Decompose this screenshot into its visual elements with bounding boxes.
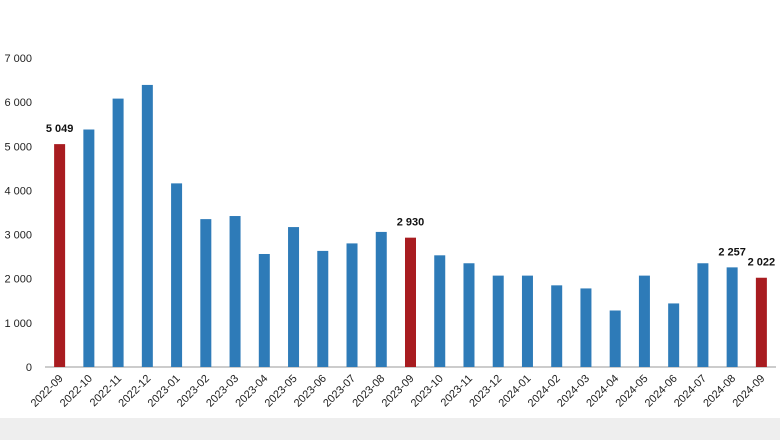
y-tick-label: 4 000	[4, 185, 32, 197]
bar-2023-04	[258, 253, 270, 367]
bar-2022-11	[112, 98, 124, 368]
bar-2023-02	[200, 219, 212, 367]
bar-2024-01	[521, 275, 533, 367]
bar-2023-08	[375, 231, 387, 367]
y-tick-label: 6 000	[4, 97, 32, 109]
bar-2024-09	[755, 277, 767, 367]
x-axis-ticks: 2022-092022-102022-112022-122023-012023-…	[29, 373, 768, 410]
bar-2023-06	[317, 250, 329, 367]
y-axis-ticks: 0 1 000 2 000 3 000 4 000 5 000 6 000 7 000	[4, 53, 32, 374]
bar-2023-10	[434, 255, 446, 367]
bar-2022-10	[83, 129, 95, 367]
bar-2023-09	[405, 237, 416, 367]
bar-2023-07	[346, 243, 358, 367]
bar-2024-05	[638, 275, 650, 367]
y-tick-label: 0	[26, 362, 32, 374]
bar-2022-12	[141, 84, 153, 368]
bar-2024-08	[726, 267, 738, 367]
bar-2022-09	[54, 144, 66, 367]
data-label-2024-08: 2 257	[718, 246, 746, 258]
data-label-2022-09: 5 049	[46, 123, 74, 135]
x-tick-label: 2023-10	[409, 373, 446, 410]
y-tick-label: 7 000	[4, 53, 32, 65]
bars	[54, 84, 767, 368]
bar-2024-06	[668, 303, 680, 367]
bar-2024-03	[580, 288, 592, 367]
y-tick-label: 3 000	[4, 230, 32, 242]
footer-band	[0, 418, 780, 440]
data-label-2023-09: 2 930	[397, 217, 425, 229]
bar-2024-07	[697, 263, 709, 367]
bar-2023-12	[492, 275, 504, 367]
data-label-2024-09: 2 022	[748, 257, 776, 269]
y-tick-label: 5 000	[4, 141, 32, 153]
y-tick-label: 1 000	[4, 318, 32, 330]
bar-2024-04	[609, 310, 621, 367]
bar-2023-05	[288, 227, 300, 367]
bar-2023-01	[171, 183, 183, 367]
x-tick-label: 2022-10	[58, 373, 95, 410]
x-tick-label: 2024-09	[730, 373, 767, 410]
y-tick-label: 2 000	[4, 274, 32, 286]
bar-2023-11	[463, 263, 475, 367]
bar-2024-02	[551, 285, 563, 367]
bar-2023-03	[229, 216, 241, 367]
